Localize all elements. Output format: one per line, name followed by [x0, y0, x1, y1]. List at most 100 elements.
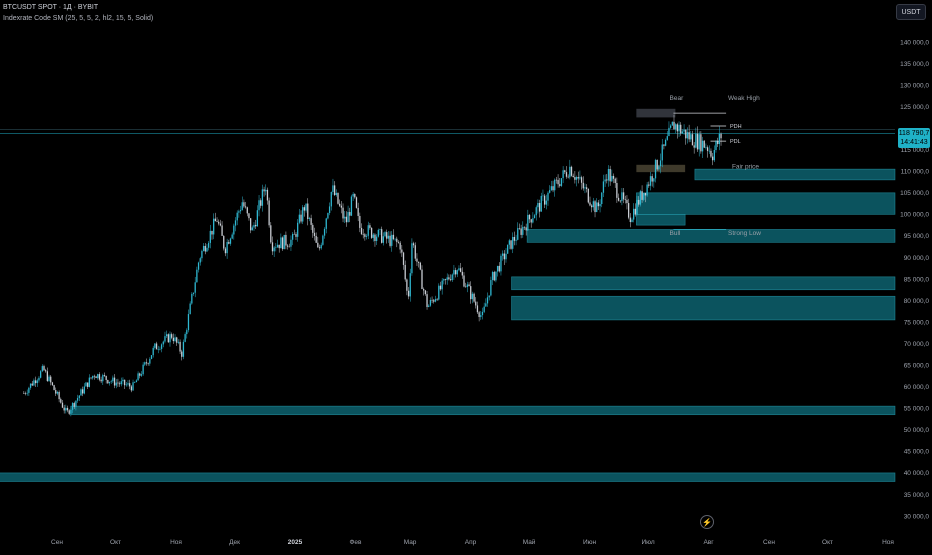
candle-body — [228, 242, 230, 244]
candle-body — [165, 334, 168, 337]
candle-body — [152, 347, 154, 356]
y-tick-label: 100 000,0 — [900, 212, 929, 219]
candle-body — [102, 375, 104, 382]
candle-body — [454, 270, 457, 275]
candle-body — [167, 334, 169, 343]
candle-body — [112, 377, 114, 382]
candle-body — [577, 177, 579, 179]
candle-body — [29, 383, 32, 388]
symbol-title[interactable]: BTCUSDT SPOT · 1Д · BYBIT — [3, 4, 99, 11]
candle-body — [256, 210, 259, 227]
candle-body — [255, 224, 257, 227]
candle-body — [68, 410, 70, 414]
candle-body — [696, 133, 699, 150]
candle-body — [700, 134, 702, 152]
candle-body — [428, 305, 430, 307]
candle-body — [480, 315, 482, 318]
candle-body — [87, 382, 89, 387]
candle-body — [379, 229, 381, 230]
candle-body — [103, 375, 106, 376]
candle-body — [453, 270, 455, 275]
candle-body — [528, 214, 531, 220]
candle-body — [401, 249, 403, 253]
candle-body — [653, 178, 655, 182]
candle-body — [171, 334, 173, 338]
candle-body — [695, 133, 697, 148]
candle-body — [76, 398, 79, 401]
candle-body — [155, 343, 158, 350]
candle-body — [552, 186, 554, 191]
candle-body — [698, 134, 700, 150]
candle-body — [596, 202, 598, 213]
candle-body — [691, 134, 694, 146]
candle-body — [609, 168, 611, 182]
candle-body — [614, 178, 616, 184]
y-tick-label: 125 000,0 — [900, 104, 929, 111]
indicator-label[interactable]: Indexrate Code SM (25, 5, 5, 2, hl2, 15,… — [3, 15, 154, 22]
candle-body — [686, 132, 689, 139]
candle-body — [574, 177, 576, 180]
y-axis-background — [896, 0, 932, 550]
candle-body — [426, 294, 428, 307]
candle-body — [423, 289, 425, 291]
y-tick-label: 115 000,0 — [901, 147, 930, 154]
candle-body — [597, 202, 600, 207]
candle-body — [522, 226, 524, 235]
annotation-pdl: PDL — [730, 139, 741, 145]
candle-body — [221, 225, 223, 236]
candle-body — [651, 176, 653, 182]
x-tick-label: Июл — [641, 539, 654, 546]
candle-body — [525, 227, 527, 231]
candle-body — [160, 344, 163, 349]
candle-body — [238, 211, 240, 213]
candle-body — [271, 242, 274, 252]
candle-body — [312, 224, 314, 233]
candle-body — [258, 200, 260, 211]
candle-body — [611, 175, 613, 182]
candle-body — [214, 218, 217, 222]
candles-layer — [23, 114, 722, 417]
x-tick-label: Авг — [703, 539, 714, 546]
candle-body — [542, 195, 544, 197]
currency-button[interactable]: USDT — [896, 4, 926, 20]
candle-body — [117, 382, 119, 384]
candle-body — [352, 193, 354, 197]
candle-body — [414, 245, 416, 259]
candle-body — [486, 297, 489, 304]
candle-body — [557, 179, 559, 185]
candle-body — [481, 311, 484, 316]
candle-body — [407, 290, 410, 297]
zone-box — [526, 229, 896, 243]
candle-body — [386, 232, 388, 239]
candle-body — [538, 203, 541, 212]
candle-body — [713, 150, 715, 161]
premium-box — [636, 108, 676, 118]
candle-body — [434, 299, 437, 302]
lightning-icon[interactable]: ⚡ — [700, 515, 714, 529]
candle-body — [701, 140, 704, 152]
candle-body — [288, 246, 290, 248]
candle-body — [409, 273, 411, 297]
candle-body — [207, 242, 210, 248]
candle-body — [377, 229, 379, 237]
candle-body — [448, 277, 450, 280]
candle-body — [374, 234, 376, 242]
y-tick-label: 40 000,0 — [904, 470, 930, 477]
candle-body — [118, 383, 121, 385]
candle-body — [280, 237, 282, 249]
candle-body — [470, 286, 472, 300]
candle-body — [706, 147, 709, 151]
candle-body — [224, 248, 227, 254]
candle-body — [201, 250, 203, 259]
zone-box — [0, 472, 896, 482]
candle-body — [446, 277, 448, 280]
candle-body — [365, 235, 368, 237]
candle-body — [177, 341, 180, 343]
candle-body — [530, 219, 532, 223]
candle-body — [681, 131, 684, 134]
candle-body — [416, 258, 418, 262]
candle-body — [181, 351, 183, 357]
candle-body — [367, 225, 369, 236]
